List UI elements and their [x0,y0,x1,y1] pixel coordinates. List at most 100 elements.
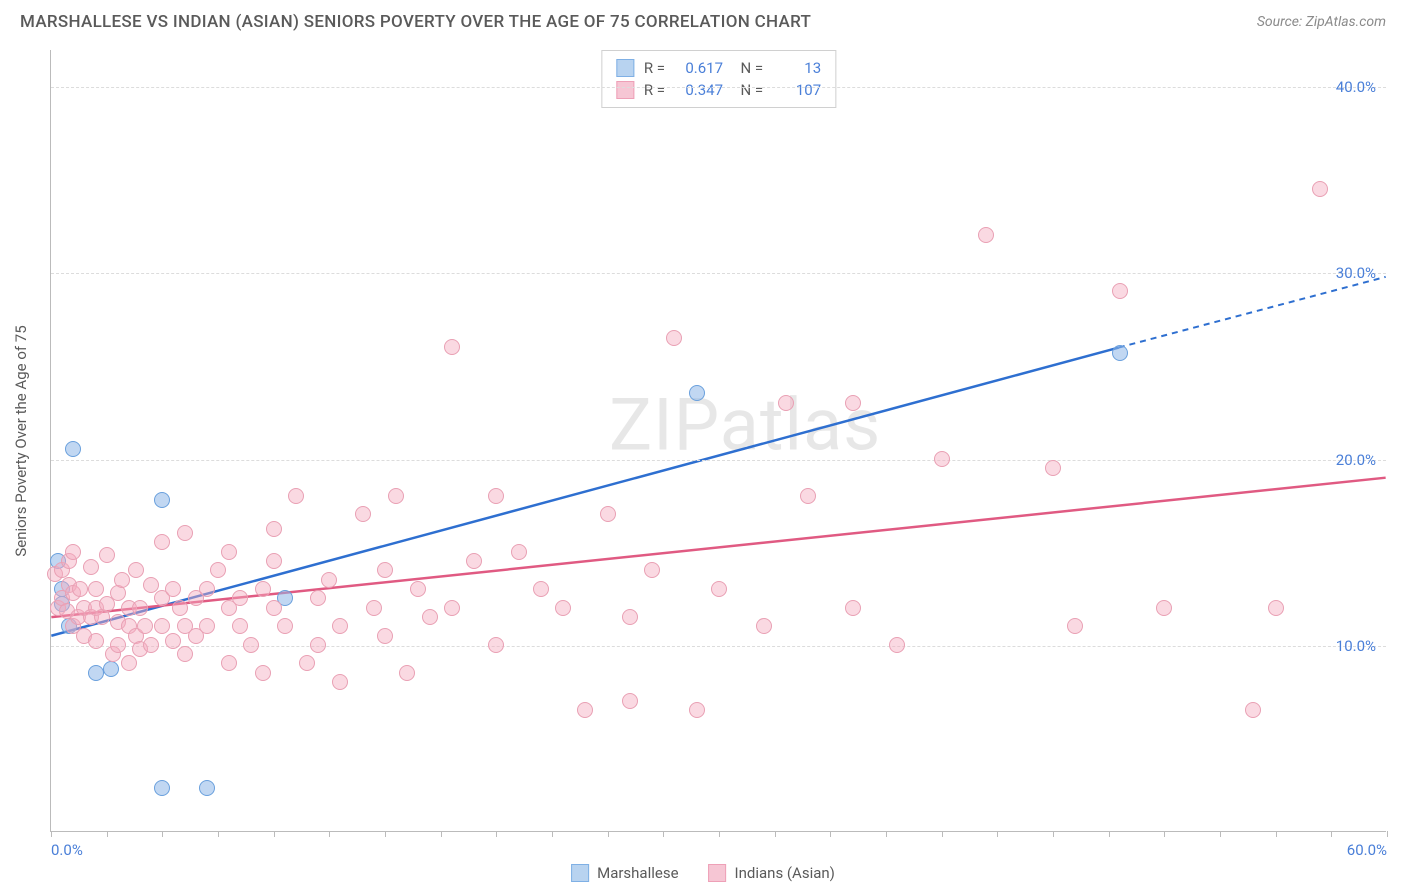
r-value: 0.347 [675,81,723,99]
data-point [666,330,682,346]
data-point [377,628,393,644]
data-point [88,633,104,649]
gridline [51,87,1386,88]
data-point [1156,600,1172,616]
x-minor-tick [719,831,720,837]
x-minor-tick [1387,831,1388,837]
data-point [511,544,527,560]
data-point [143,637,159,653]
y-axis-label: Seniors Poverty Over the Age of 75 [12,325,30,556]
data-point [845,600,861,616]
data-point [1312,181,1328,197]
data-point [488,637,504,653]
data-point [310,637,326,653]
data-point [65,544,81,560]
gridline [51,273,1386,274]
data-point [255,665,271,681]
x-minor-tick [608,831,609,837]
data-point [255,581,271,597]
legend-swatch [709,864,727,882]
r-label: R = [644,59,665,77]
legend-label: Marshallese [597,864,678,882]
data-point [488,488,504,504]
data-point [889,637,905,653]
y-tick-label: 30.0% [1336,264,1376,282]
n-value: 107 [773,81,821,99]
data-point [1245,702,1261,718]
data-point [277,618,293,634]
data-point [800,488,816,504]
data-point [65,441,81,457]
legend-item: Indians (Asian) [709,864,835,882]
x-minor-tick [1331,831,1332,837]
data-point [210,562,226,578]
x-minor-tick [1220,831,1221,837]
data-point [1045,460,1061,476]
correlation-stats-box: R = 0.617 N = 13 R = 0.347 N = 107 [601,50,836,108]
data-point [199,618,215,634]
stats-row: R = 0.347 N = 107 [616,79,821,101]
data-point [1268,600,1284,616]
plot-area: Seniors Poverty Over the Age of 75 ZIPat… [50,50,1386,832]
y-tick-label: 10.0% [1336,637,1376,655]
data-point [533,581,549,597]
x-minor-tick [329,831,330,837]
r-label: R = [644,81,665,99]
legend: Marshallese Indians (Asian) [571,864,835,882]
data-point [444,600,460,616]
data-point [689,702,705,718]
legend-label: Indians (Asian) [735,864,835,882]
data-point [778,395,794,411]
y-tick-label: 40.0% [1336,78,1376,96]
data-point [221,544,237,560]
x-minor-tick [1276,831,1277,837]
n-value: 13 [773,59,821,77]
data-point [83,559,99,575]
data-point [266,553,282,569]
r-value: 0.617 [675,59,723,77]
x-minor-tick [830,831,831,837]
series-swatch [616,81,634,99]
x-minor-tick [107,831,108,837]
data-point [399,665,415,681]
data-point [422,609,438,625]
x-tick-label: 0.0% [51,841,83,859]
x-minor-tick [51,831,52,837]
data-point [1067,618,1083,634]
x-minor-tick [274,831,275,837]
data-point [845,395,861,411]
x-minor-tick [886,831,887,837]
y-tick-label: 20.0% [1336,451,1376,469]
data-point [978,227,994,243]
data-point [466,553,482,569]
data-point [221,655,237,671]
data-point [132,600,148,616]
data-point [388,488,404,504]
legend-item: Marshallese [571,864,678,882]
data-point [310,590,326,606]
data-point [128,562,144,578]
data-point [177,525,193,541]
data-point [321,572,337,588]
legend-swatch [571,864,589,882]
data-point [555,600,571,616]
n-label: N = [733,81,763,99]
data-point [154,780,170,796]
data-point [689,385,705,401]
data-point [366,600,382,616]
regression-line-extrapolated [1119,277,1386,348]
data-point [154,534,170,550]
x-minor-tick [1053,831,1054,837]
x-minor-tick [997,831,998,837]
data-point [243,637,259,653]
data-point [199,581,215,597]
data-point [622,609,638,625]
gridline [51,460,1386,461]
data-point [266,521,282,537]
x-minor-tick [1164,831,1165,837]
data-point [177,646,193,662]
x-minor-tick [162,831,163,837]
x-minor-tick [942,831,943,837]
x-tick-label: 60.0% [1347,841,1387,859]
x-minor-tick [441,831,442,837]
